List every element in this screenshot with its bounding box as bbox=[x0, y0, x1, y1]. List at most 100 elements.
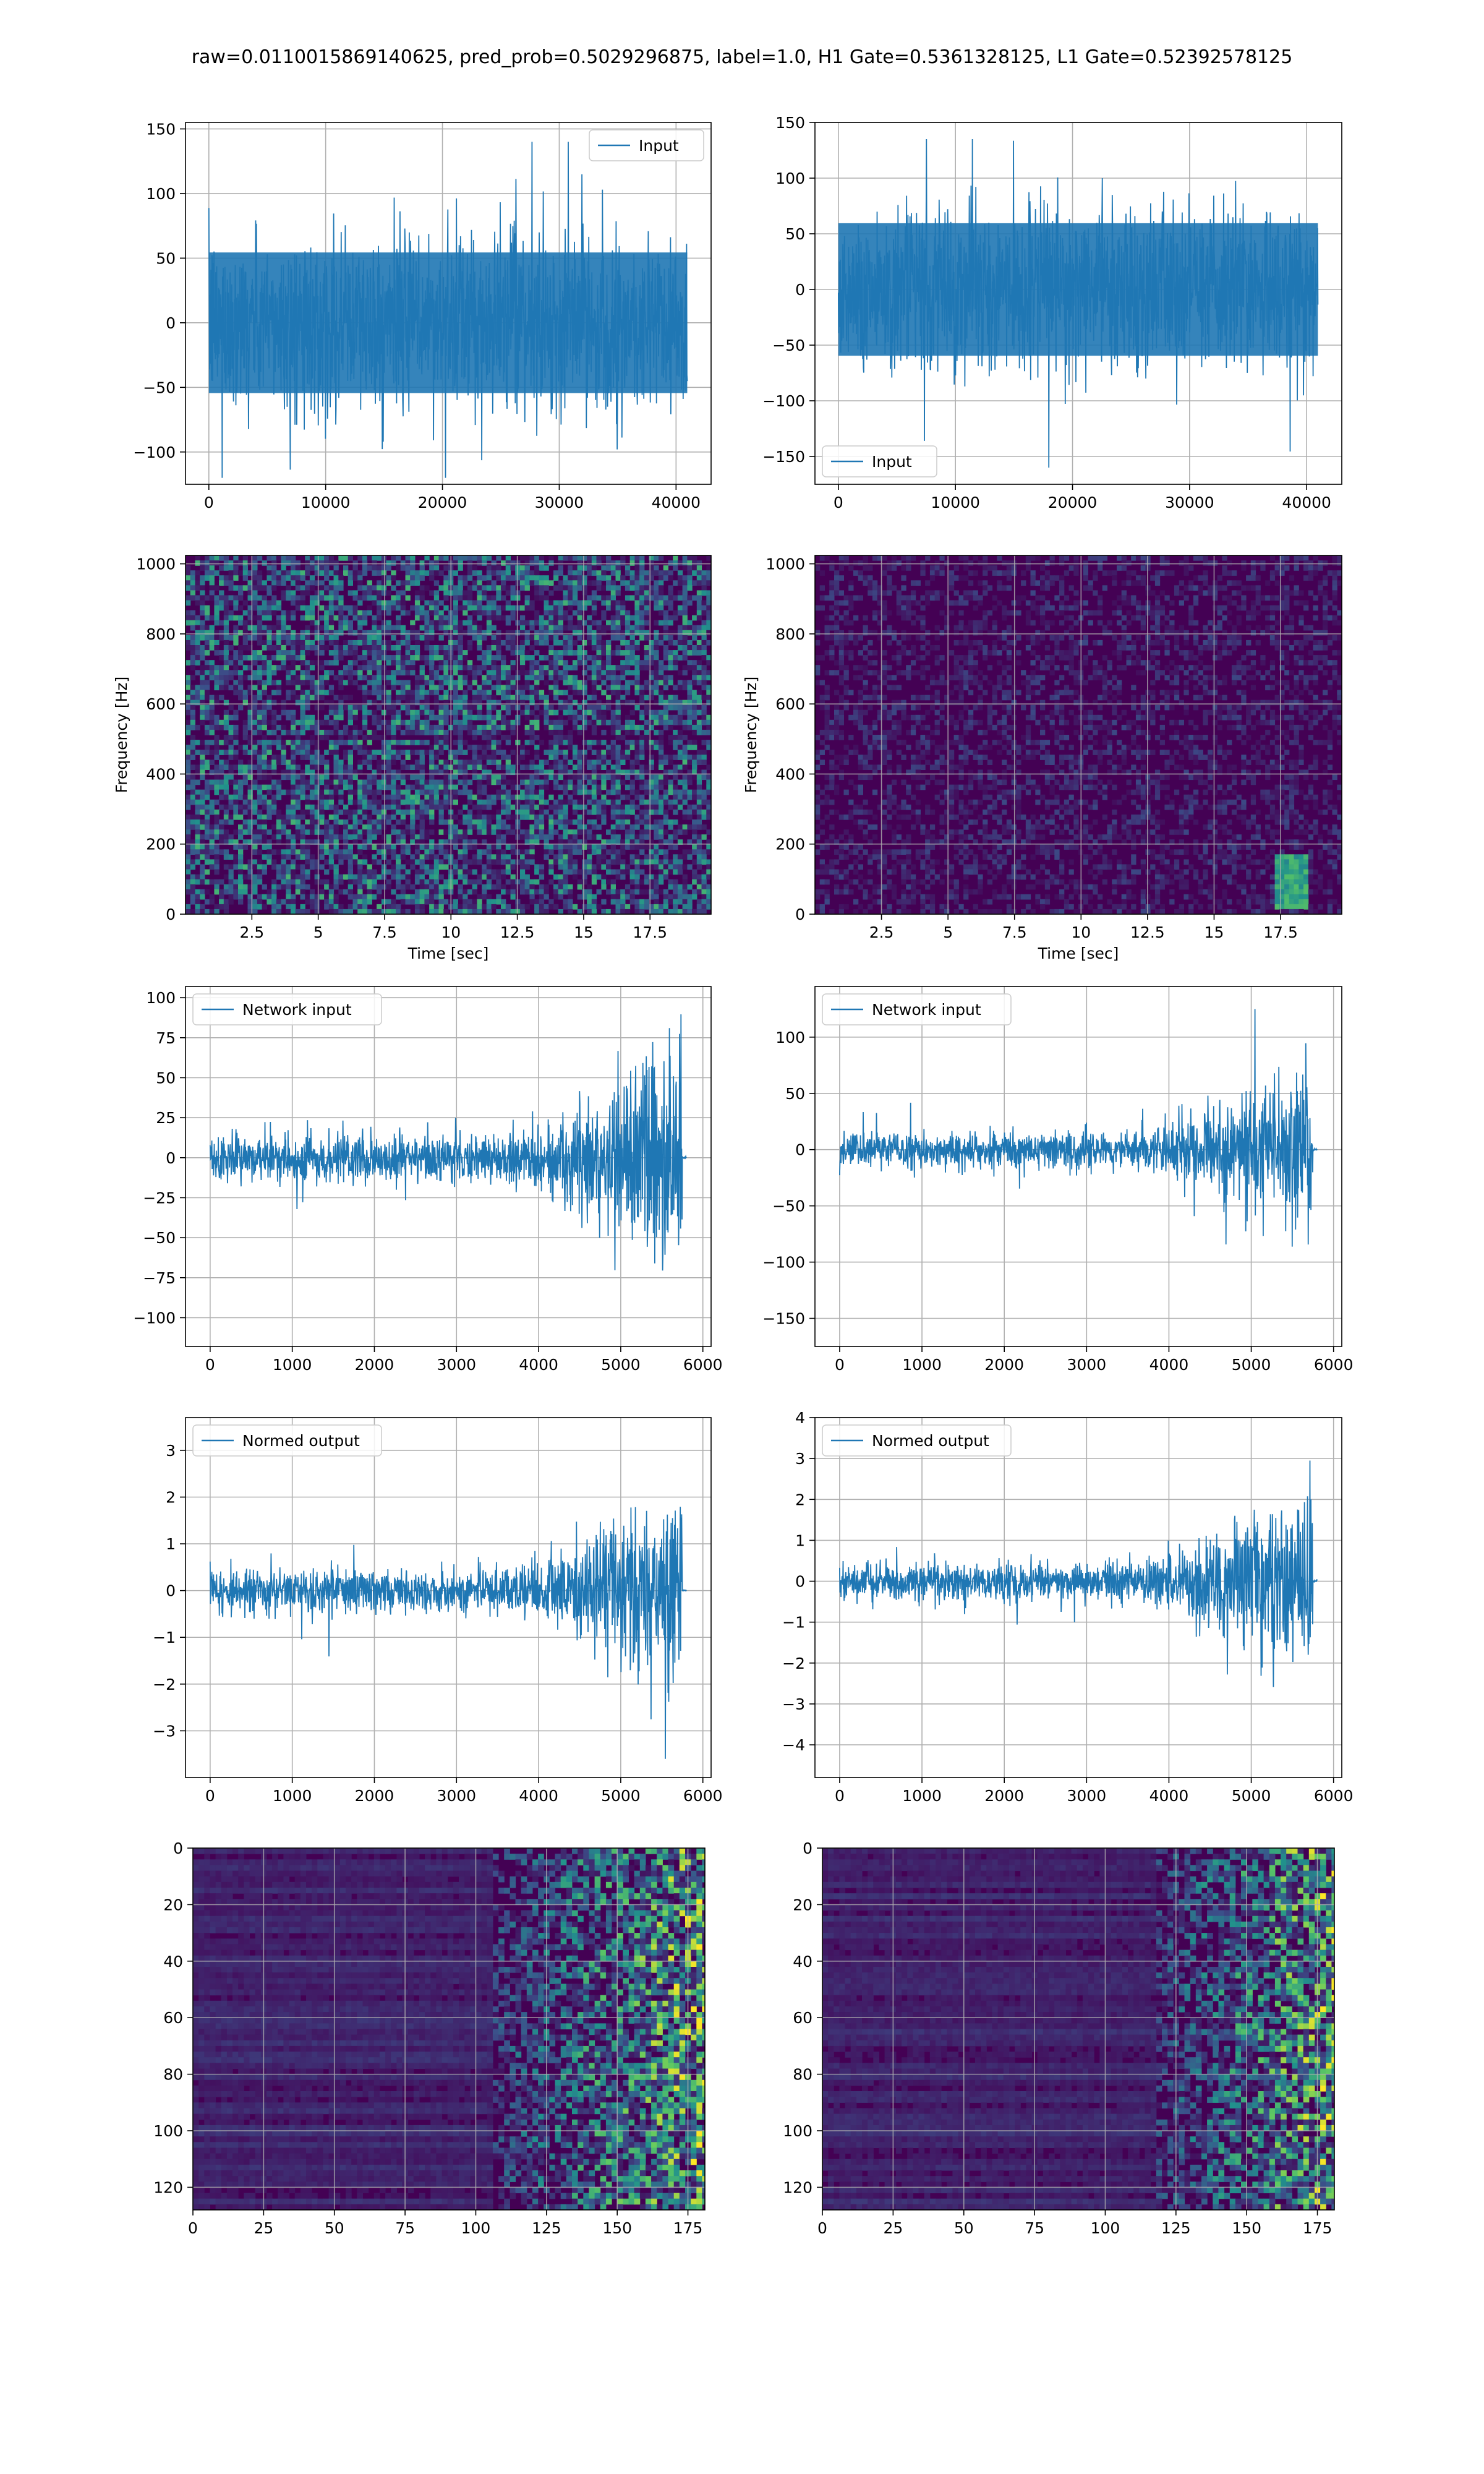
heatmap-cell bbox=[300, 740, 305, 745]
heatmap-cell bbox=[362, 839, 368, 845]
heatmap-cell bbox=[328, 640, 335, 646]
heatmap-cell bbox=[267, 590, 272, 596]
heatmap-cell bbox=[577, 769, 582, 776]
heatmap-cell bbox=[424, 660, 430, 666]
heatmap-cell bbox=[391, 635, 396, 641]
heatmap-cell bbox=[577, 799, 582, 805]
heatmap-cell bbox=[424, 560, 430, 566]
heatmap-cell bbox=[438, 809, 444, 815]
heatmap-cell bbox=[558, 719, 563, 726]
heatmap-cell bbox=[568, 685, 573, 691]
heatmap-cell bbox=[242, 864, 248, 870]
heatmap-cell bbox=[305, 750, 310, 755]
heatmap-cell bbox=[496, 700, 501, 706]
heatmap-cell bbox=[563, 844, 568, 850]
heatmap-cell bbox=[238, 779, 244, 785]
heatmap-cell bbox=[314, 784, 320, 790]
heatmap-cell bbox=[677, 709, 683, 716]
heatmap-cell bbox=[209, 675, 215, 680]
heatmap-cell bbox=[524, 570, 530, 576]
heatmap-cell bbox=[257, 620, 263, 626]
heatmap-cell bbox=[649, 670, 654, 675]
heatmap-cell bbox=[634, 645, 640, 651]
heatmap-cell bbox=[343, 779, 349, 785]
heatmap-cell bbox=[687, 854, 693, 860]
heatmap-cell bbox=[654, 859, 659, 865]
heatmap-cell bbox=[228, 560, 234, 566]
heatmap-cell bbox=[309, 724, 315, 730]
heatmap-cell bbox=[367, 700, 372, 706]
heatmap-cell bbox=[200, 610, 205, 616]
heatmap-cell bbox=[271, 555, 277, 561]
heatmap-cell bbox=[453, 864, 458, 870]
heatmap-cell bbox=[190, 789, 195, 795]
heatmap-cell bbox=[677, 769, 683, 776]
heatmap-cell bbox=[204, 660, 210, 666]
heatmap-cell bbox=[319, 829, 325, 835]
heatmap-cell bbox=[228, 764, 234, 770]
heatmap-cell bbox=[596, 625, 602, 631]
heatmap-cell bbox=[309, 755, 315, 760]
heatmap-cell bbox=[548, 660, 554, 666]
heatmap-cell bbox=[706, 570, 711, 576]
heatmap-cell bbox=[496, 585, 501, 591]
heatmap-cell bbox=[410, 724, 416, 730]
heatmap-cell bbox=[615, 675, 621, 680]
heatmap-cell bbox=[242, 585, 248, 591]
heatmap-cell bbox=[472, 610, 477, 616]
heatmap-cell bbox=[505, 804, 511, 810]
heatmap-cell bbox=[620, 650, 626, 656]
heatmap-cell bbox=[453, 719, 458, 726]
heatmap-cell bbox=[214, 774, 220, 781]
heatmap-cell bbox=[281, 625, 286, 631]
heatmap-cell bbox=[463, 714, 468, 721]
heatmap-cell bbox=[443, 700, 449, 706]
heatmap-cell bbox=[324, 784, 330, 790]
heatmap-cell bbox=[548, 764, 554, 770]
heatmap-cell bbox=[214, 630, 220, 636]
heatmap-cell bbox=[362, 645, 368, 651]
heatmap-cell bbox=[654, 675, 659, 680]
heatmap-cell bbox=[309, 804, 315, 810]
heatmap-cell bbox=[204, 635, 210, 641]
heatmap-cell bbox=[644, 665, 650, 670]
heatmap-cell bbox=[386, 600, 391, 606]
heatmap-cell bbox=[377, 859, 382, 865]
heatmap-cell bbox=[639, 755, 645, 760]
heatmap-cell bbox=[496, 729, 501, 735]
heatmap-cell bbox=[295, 719, 301, 726]
heatmap-cell bbox=[242, 665, 248, 670]
heatmap-cell bbox=[257, 794, 263, 800]
heatmap-cell bbox=[242, 675, 248, 680]
heatmap-cell bbox=[620, 685, 626, 691]
heatmap-cell bbox=[534, 714, 540, 721]
heatmap-cell bbox=[195, 819, 200, 825]
heatmap-cell bbox=[659, 729, 664, 735]
heatmap-cell bbox=[649, 859, 654, 865]
heatmap-cell bbox=[529, 804, 535, 810]
heatmap-cell bbox=[276, 650, 282, 656]
heatmap-cell bbox=[381, 640, 387, 646]
heatmap-cell bbox=[629, 764, 635, 770]
heatmap-cell bbox=[400, 640, 406, 646]
heatmap-cell bbox=[596, 804, 602, 810]
heatmap-cell bbox=[615, 719, 621, 726]
heatmap-cell bbox=[429, 849, 435, 855]
heatmap-cell bbox=[453, 660, 458, 666]
heatmap-cell bbox=[596, 585, 602, 591]
heatmap-cell bbox=[505, 640, 511, 646]
heatmap-cell bbox=[701, 789, 707, 795]
heatmap-cell bbox=[463, 740, 468, 745]
heatmap-cell bbox=[582, 595, 587, 601]
heatmap-cell bbox=[696, 839, 702, 845]
heatmap-cell bbox=[352, 839, 358, 845]
heatmap-cell bbox=[491, 735, 497, 740]
heatmap-cell bbox=[429, 625, 435, 631]
heatmap-cell bbox=[620, 665, 626, 670]
heatmap-cell bbox=[295, 789, 301, 795]
heatmap-cell bbox=[372, 769, 377, 776]
heatmap-cell bbox=[291, 814, 296, 820]
heatmap-cell bbox=[696, 779, 702, 785]
heatmap-cell bbox=[558, 560, 563, 566]
heatmap-cell bbox=[544, 640, 549, 646]
